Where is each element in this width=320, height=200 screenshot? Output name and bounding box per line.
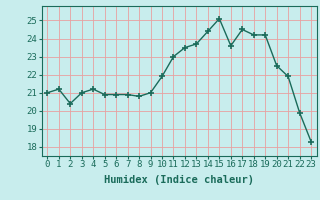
X-axis label: Humidex (Indice chaleur): Humidex (Indice chaleur) bbox=[104, 175, 254, 185]
